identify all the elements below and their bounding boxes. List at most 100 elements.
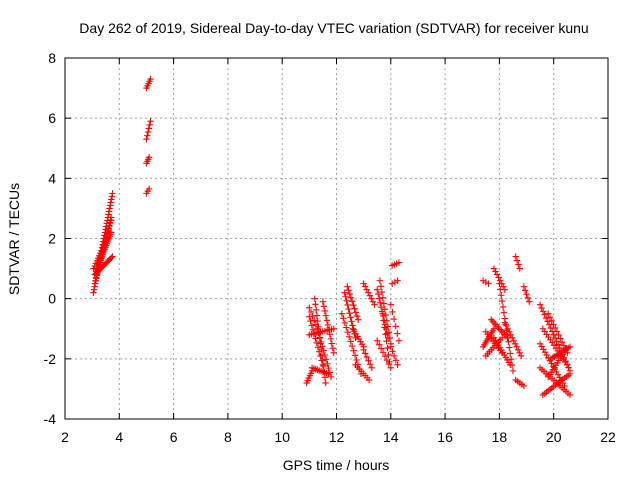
data-point-marker [551,324,559,332]
data-point-marker [383,338,390,345]
data-point-marker [538,343,545,350]
data-point-marker [554,341,562,348]
data-point-marker [347,338,354,345]
data-point-marker [538,304,545,312]
data-point-marker [327,335,335,343]
data-point-marker [362,350,369,357]
data-point-marker [384,323,392,330]
data-point-marker [374,286,381,293]
x-tick-label: 10 [274,429,290,445]
data-point-marker [565,364,572,371]
y-tick-label: 8 [48,50,56,66]
data-point-marker [390,352,398,360]
data-point-marker [377,283,385,290]
data-point-marker [147,75,154,83]
data-point-marker [346,333,353,341]
data-point-marker [495,274,502,281]
data-point-marker [516,349,523,357]
data-point-marker [490,265,498,272]
data-point-marker [492,268,499,275]
data-point-marker [102,236,109,244]
data-point-marker [507,356,515,363]
y-tick-label: -2 [44,351,57,367]
data-point-marker [510,337,517,344]
data-point-marker [105,208,113,215]
data-point-marker [520,283,528,290]
data-point-marker [105,225,112,233]
data-point-marker [517,352,525,360]
chart-title: Day 262 of 2019, Sidereal Day-to-day VTE… [79,20,588,36]
data-point-marker [366,361,374,368]
data-point-marker [498,334,506,341]
y-tick-label: -4 [44,411,57,427]
data-point-marker [388,280,396,287]
data-point-marker [540,346,547,353]
data-point-marker [312,335,319,342]
data-point-marker [319,343,326,350]
data-point-marker [479,277,487,284]
data-point-marker [544,318,551,325]
data-point-marker [309,326,317,334]
data-point-marker [90,289,97,296]
data-point-marker [100,242,108,249]
data-point-marker [314,325,321,332]
x-tick-label: 2 [61,429,69,445]
data-point-marker [536,301,544,308]
data-point-marker [101,239,108,247]
data-point-marker [488,316,495,323]
data-point-marker [501,319,509,326]
data-point-marker [511,340,519,347]
data-point-marker [566,391,574,399]
data-point-marker [386,334,394,342]
data-point-marker [376,299,384,306]
data-point-marker [371,301,378,308]
data-point-marker [363,353,371,361]
data-point-marker [566,343,574,350]
data-point-marker [338,310,346,317]
data-point-marker [307,308,315,316]
data-point-marker [394,277,401,284]
data-point-marker [368,364,375,372]
data-point-marker [351,352,359,359]
data-point-marker [363,286,370,293]
data-point-marker [341,319,349,327]
data-point-marker [387,364,394,372]
x-tick-label: 8 [224,429,232,445]
x-tick-label: 16 [437,429,453,445]
data-point-marker [514,346,522,354]
y-axis-label: SDTVAR / TECUs [6,183,22,295]
data-point-marker [145,185,153,193]
data-point-marker [309,312,316,320]
data-point-marker [379,310,386,317]
data-point-marker [306,304,313,311]
data-point-marker [505,338,512,345]
data-point-marker [390,315,398,323]
data-point-marker [348,298,356,305]
data-point-marker [524,294,532,302]
data-point-marker [362,283,369,290]
data-point-marker [345,305,352,313]
y-tick-label: 2 [48,231,56,247]
data-point-marker [143,136,150,143]
data-point-marker [378,288,386,296]
data-point-marker [558,352,566,360]
data-point-marker [387,301,394,308]
data-point-marker [491,319,498,327]
data-point-marker [106,222,113,230]
data-point-marker [319,357,326,364]
data-point-marker [379,349,387,356]
data-point-marker [368,295,375,302]
data-point-marker [515,261,522,268]
data-point-marker [98,247,105,254]
data-point-marker [374,337,381,344]
data-point-marker [551,334,559,342]
data-point-marker [347,294,355,301]
data-point-marker [324,360,331,367]
data-point-marker [107,202,114,209]
data-point-marker [312,301,319,308]
data-point-marker [346,309,353,317]
data-point-marker [313,339,320,347]
data-point-marker [321,307,329,315]
data-point-marker [497,286,504,293]
data-point-marker [104,228,112,235]
